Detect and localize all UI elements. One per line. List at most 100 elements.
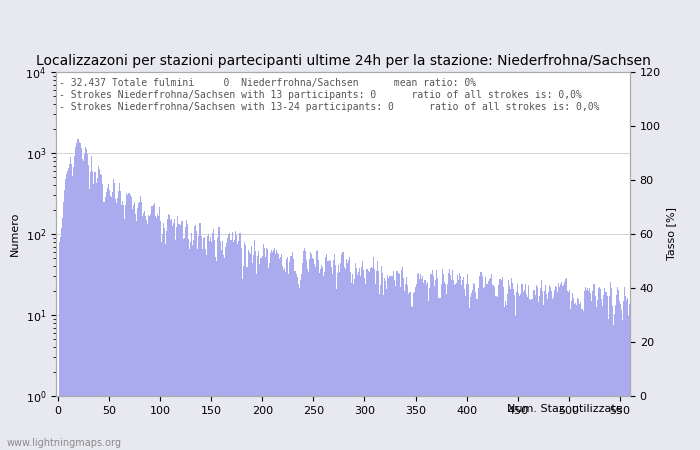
Bar xyxy=(90,171,91,450)
Bar xyxy=(618,290,620,450)
Bar xyxy=(452,270,453,450)
Bar xyxy=(607,296,608,450)
Bar xyxy=(216,261,217,450)
Bar xyxy=(328,261,329,450)
Bar xyxy=(387,275,388,450)
Bar xyxy=(257,256,258,450)
Bar xyxy=(349,271,351,450)
Bar xyxy=(609,296,610,450)
Bar xyxy=(442,274,444,450)
Bar xyxy=(371,267,372,450)
Bar xyxy=(570,309,571,450)
Bar xyxy=(300,274,302,450)
Bar xyxy=(487,281,489,450)
Bar xyxy=(220,241,221,450)
Bar xyxy=(238,242,239,450)
Bar xyxy=(405,284,406,450)
Bar xyxy=(248,252,249,450)
Bar xyxy=(406,277,407,450)
Bar xyxy=(496,296,497,450)
Bar xyxy=(598,287,600,450)
Bar xyxy=(505,301,506,450)
Bar xyxy=(230,240,231,450)
Bar xyxy=(272,252,273,450)
Bar xyxy=(276,251,277,450)
Bar xyxy=(409,292,410,450)
Bar xyxy=(73,167,74,450)
Bar xyxy=(400,270,402,450)
Bar xyxy=(453,280,454,450)
Bar xyxy=(118,191,119,450)
Bar xyxy=(424,280,425,450)
Bar xyxy=(275,254,276,450)
Bar xyxy=(60,237,61,450)
Bar xyxy=(608,319,609,450)
Bar xyxy=(498,284,499,450)
Bar xyxy=(430,274,431,450)
Bar xyxy=(288,274,289,450)
Bar xyxy=(542,305,544,450)
Bar xyxy=(624,288,625,450)
Bar xyxy=(560,284,561,450)
Bar xyxy=(578,299,580,450)
Bar xyxy=(259,264,260,450)
Bar xyxy=(471,293,472,450)
Bar xyxy=(564,282,565,450)
Bar xyxy=(293,259,295,450)
Bar xyxy=(78,139,79,450)
Bar xyxy=(592,291,593,450)
Bar xyxy=(314,264,315,450)
Bar xyxy=(478,288,480,450)
Bar xyxy=(199,223,200,450)
Bar xyxy=(470,297,471,450)
Bar xyxy=(102,184,104,450)
Bar xyxy=(357,274,358,450)
Bar xyxy=(124,219,125,450)
Bar xyxy=(391,276,393,450)
Bar xyxy=(414,292,415,450)
Bar xyxy=(486,284,487,450)
Bar xyxy=(310,252,311,450)
Bar xyxy=(410,292,411,450)
Y-axis label: Tasso [%]: Tasso [%] xyxy=(666,207,676,261)
Bar xyxy=(565,279,566,450)
Bar xyxy=(155,218,157,450)
Bar xyxy=(204,248,206,450)
Bar xyxy=(127,195,128,450)
Bar xyxy=(273,250,274,450)
Bar xyxy=(372,268,373,450)
Bar xyxy=(416,284,417,450)
Bar xyxy=(331,267,332,450)
Bar xyxy=(593,284,594,450)
Bar xyxy=(526,294,527,450)
Bar xyxy=(620,304,622,450)
Bar xyxy=(461,284,462,450)
Bar xyxy=(326,254,327,450)
Bar xyxy=(64,179,66,450)
Bar xyxy=(431,274,433,450)
Bar xyxy=(395,271,397,450)
Bar xyxy=(167,219,168,450)
Bar xyxy=(502,277,503,450)
Bar xyxy=(164,244,166,450)
Bar xyxy=(437,270,438,450)
Bar xyxy=(93,184,95,450)
Bar xyxy=(151,206,153,450)
Bar xyxy=(616,295,617,450)
Bar xyxy=(88,165,89,450)
Bar xyxy=(229,233,230,450)
Bar xyxy=(249,254,251,450)
Bar xyxy=(429,288,430,450)
Bar xyxy=(218,227,219,450)
Bar xyxy=(495,296,496,450)
Bar xyxy=(348,261,349,450)
Bar xyxy=(356,268,357,450)
Bar xyxy=(242,279,244,450)
Bar xyxy=(613,325,614,450)
Bar xyxy=(221,250,222,450)
Bar xyxy=(183,239,184,450)
Bar xyxy=(602,306,603,450)
Bar xyxy=(180,225,181,450)
Bar xyxy=(234,240,235,450)
Bar xyxy=(215,257,216,450)
